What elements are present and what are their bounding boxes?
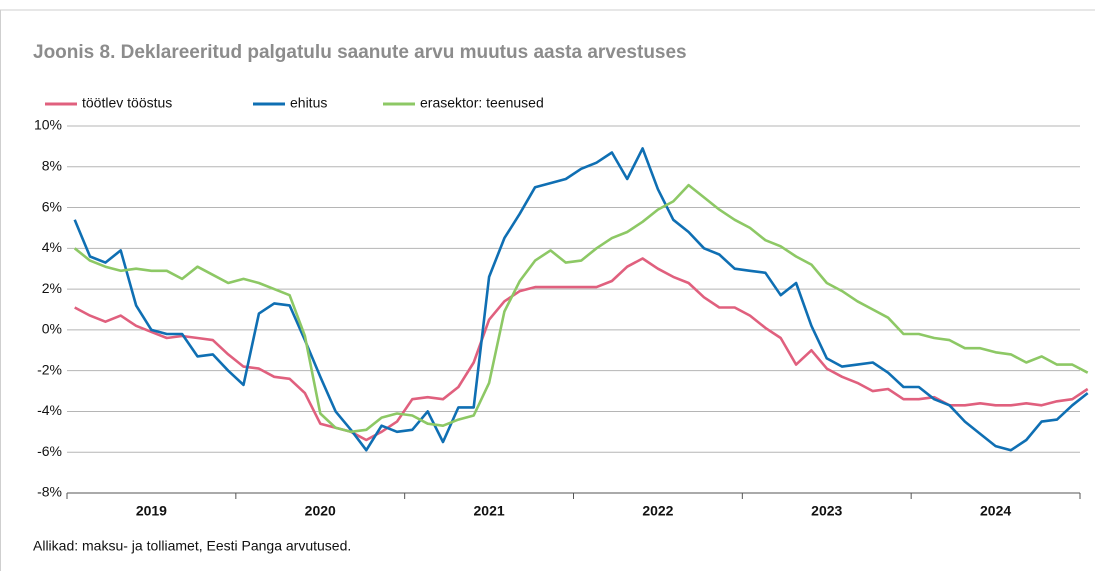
legend-label: ehitus [290,95,327,111]
line-series [73,183,1089,434]
y-tick-label: -4% [37,402,62,418]
legend-label: töötlev tööstus [82,95,172,111]
year-label: 2024 [980,503,1011,519]
y-tick-label: 8% [42,157,62,173]
year-label: 2022 [642,503,673,519]
y-tick-label: 10% [34,117,62,133]
y-tick-label: -2% [37,361,62,377]
y-tick-label: -6% [37,443,62,459]
line-series [73,147,1089,452]
year-label: 2019 [136,503,167,519]
y-tick-label: 0% [42,321,62,337]
legend-label: erasektor: teenused [420,95,544,111]
y-tick-label: -8% [37,484,62,500]
y-tick-label: 4% [42,239,62,255]
y-tick-label: 6% [42,198,62,214]
source-note: Allikad: maksu- ja tolliamet, Eesti Pang… [33,538,351,554]
year-label: 2023 [811,503,842,519]
y-tick-label: 2% [42,280,62,296]
year-label: 2021 [474,503,505,519]
chart-title: Joonis 8. Deklareeritud palgatulu saanut… [33,42,687,63]
year-label: 2020 [305,503,336,519]
line-series [74,257,1089,442]
